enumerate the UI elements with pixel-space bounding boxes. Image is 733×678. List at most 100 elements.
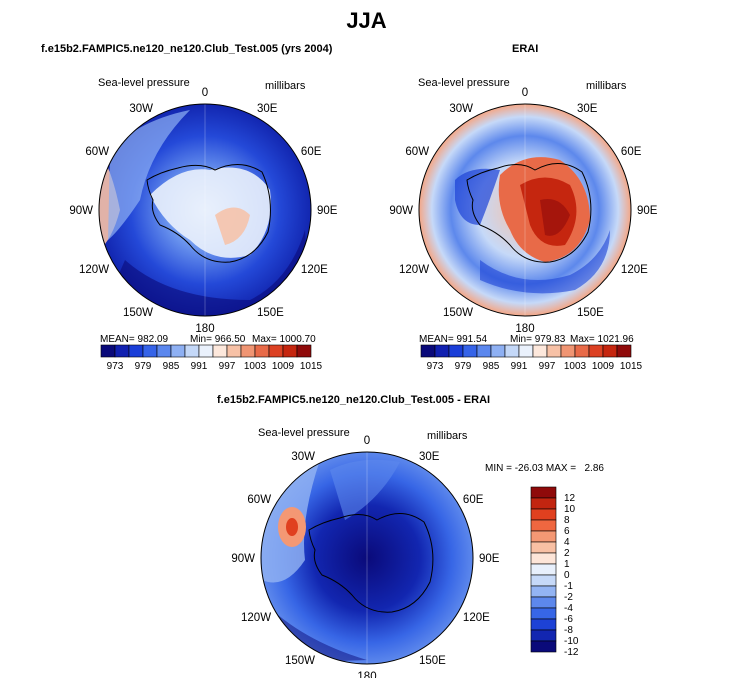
- obs-lon-label: 30W: [449, 103, 473, 115]
- diff-lon-label: 60W: [247, 494, 271, 506]
- diff-colorbar-tick-label: -10: [564, 636, 579, 647]
- diff-colorbar-swatch: [530, 519, 557, 532]
- obs-colorbar-tick-label: 997: [539, 361, 556, 372]
- diff-lon-label: 120W: [241, 612, 271, 624]
- diff-colorbar-swatch: [530, 508, 557, 521]
- diff-colorbar-tick-label: -6: [564, 614, 573, 625]
- model-units-label: millibars: [265, 80, 306, 92]
- model-lon-label: 60E: [301, 146, 322, 158]
- obs-lon-label: 150E: [577, 307, 604, 319]
- longitude-labels: 0 30E 60E 90E 120E 150E 180 150W 120W 90W 60W 30W 0 3…: [69, 87, 657, 678]
- model-lon-label: 120E: [301, 264, 328, 276]
- model-colorbar-swatch: [198, 344, 214, 358]
- obs-polar-map: [418, 103, 632, 317]
- obs-lon-label: 30E: [577, 103, 598, 115]
- diff-colorbar-swatch: [530, 541, 557, 554]
- model-colorbar-tick-label: 1015: [300, 361, 323, 372]
- model-colorbar-swatch: [184, 344, 200, 358]
- obs-colorbar-tick-label: 1015: [620, 361, 643, 372]
- obs-coastline: [466, 163, 592, 263]
- obs-colorbar: 973 979 985 991 997 1003 1009 1015: [420, 344, 643, 372]
- diff-colorbar-swatch: [530, 530, 557, 543]
- model-colorbar-tick-label: 997: [219, 361, 236, 372]
- diff-lon-label: 90E: [479, 553, 500, 565]
- obs-lon-label: 60W: [405, 146, 429, 158]
- obs-colorbar-swatch: [560, 344, 576, 358]
- obs-colorbar-tick-label: 973: [427, 361, 444, 372]
- diff-colorbar-swatch: [530, 563, 557, 576]
- obs-units-label: millibars: [586, 80, 627, 92]
- model-colorbar-swatch: [212, 344, 228, 358]
- diff-colorbar-tick-label: -2: [564, 592, 573, 603]
- model-polar-map: [98, 103, 312, 317]
- model-colorbar: 973 979 985 991 997 1003 1009 1015: [100, 344, 323, 372]
- model-lon-label: 60W: [85, 146, 109, 158]
- obs-colorbar-swatch: [434, 344, 450, 358]
- diff-lon-label: 150E: [419, 655, 446, 667]
- diff-colorbar-tick-label: 4: [564, 537, 570, 548]
- diff-colorbar-tick-label: -12: [564, 647, 579, 658]
- obs-colorbar-swatch: [476, 344, 492, 358]
- diff-colorbar-swatch: [530, 629, 557, 642]
- obs-colorbar-swatch: [518, 344, 534, 358]
- diff-colorbar-swatch: [530, 618, 557, 631]
- obs-lon-label: 60E: [621, 146, 642, 158]
- model-colorbar-tick-label: 979: [135, 361, 152, 372]
- obs-panel-title: ERAI: [512, 43, 539, 55]
- diff-lon-label: 30W: [291, 451, 315, 463]
- obs-min-stat: Min= 979.83: [510, 334, 566, 345]
- obs-colorbar-tick-label: 979: [455, 361, 472, 372]
- obs-mean-stat: MEAN= 991.54: [419, 334, 488, 345]
- diff-lon-label: 90W: [231, 553, 255, 565]
- model-lon-label: 0: [202, 87, 208, 99]
- diff-panel-title: f.e15b2.FAMPIC5.ne120_ne120.Club_Test.00…: [217, 394, 491, 406]
- diff-colorbar-tick-label: 1: [564, 559, 570, 570]
- diff-lon-label: 30E: [419, 451, 440, 463]
- model-colorbar-swatch: [282, 344, 298, 358]
- diff-colorbar-tick-label: 10: [564, 504, 576, 515]
- model-max-stat: Max= 1000.70: [252, 334, 316, 345]
- obs-colorbar-swatch: [574, 344, 590, 358]
- model-lon-label: 120W: [79, 264, 109, 276]
- model-lon-label: 150E: [257, 307, 284, 319]
- diff-coastline: [308, 513, 434, 613]
- obs-lon-label: 120W: [399, 264, 429, 276]
- obs-colorbar-swatch: [448, 344, 464, 358]
- model-mean-stat: MEAN= 982.09: [100, 334, 169, 345]
- model-colorbar-swatch: [100, 344, 116, 358]
- obs-colorbar-swatch: [546, 344, 562, 358]
- diff-colorbar-swatch: [530, 574, 557, 587]
- obs-colorbar-tick-label: 991: [511, 361, 528, 372]
- obs-lon-label: 150W: [443, 307, 473, 319]
- diff-minmax-stat: MIN = -26.03 MAX = 2.86: [485, 463, 604, 474]
- obs-colorbar-swatch: [602, 344, 618, 358]
- model-lon-label: 30E: [257, 103, 278, 115]
- model-coastline: [146, 164, 271, 263]
- obs-lon-label: 180: [515, 323, 534, 335]
- diff-colorbar-swatch: [530, 596, 557, 609]
- model-colorbar-swatch: [156, 344, 172, 358]
- model-colorbar-tick-label: 985: [163, 361, 180, 372]
- obs-colorbar-tick-label: 1003: [564, 361, 587, 372]
- diff-colorbar-tick-label: 0: [564, 570, 570, 581]
- model-map-boundary: [98, 103, 312, 317]
- model-colorbar-swatch: [226, 344, 242, 358]
- model-colorbar-swatch: [268, 344, 284, 358]
- obs-colorbar-swatch: [616, 344, 632, 358]
- diff-variable-label: Sea-level pressure: [258, 427, 350, 439]
- diff-map-boundary: [260, 451, 474, 665]
- diff-colorbar-swatch: [530, 607, 557, 620]
- obs-max-stat: Max= 1021.96: [570, 334, 634, 345]
- diff-colorbar-tick-label: 6: [564, 526, 570, 537]
- model-colorbar-swatch: [142, 344, 158, 358]
- diff-lon-label: 180: [357, 671, 376, 678]
- obs-lon-label: 0: [522, 87, 528, 99]
- diff-units-label: millibars: [427, 430, 468, 442]
- diff-lon-label: 60E: [463, 494, 484, 506]
- obs-colorbar-swatch: [490, 344, 506, 358]
- obs-colorbar-tick-label: 1009: [592, 361, 615, 372]
- model-colorbar-tick-label: 973: [107, 361, 124, 372]
- model-colorbar-swatch: [254, 344, 270, 358]
